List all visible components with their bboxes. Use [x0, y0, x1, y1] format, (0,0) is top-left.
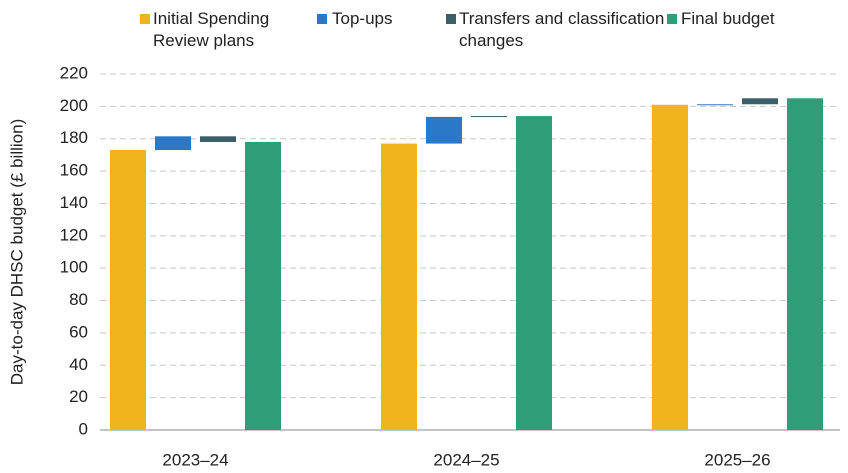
y-tick-label: 20 [69, 387, 88, 406]
bar [697, 104, 733, 106]
y-tick-label: 40 [69, 355, 88, 374]
bar [471, 116, 507, 118]
y-tick-label: 120 [60, 225, 88, 244]
legend-swatch [446, 14, 456, 24]
bar [155, 136, 191, 151]
y-tick-label: 160 [60, 161, 88, 180]
bar [742, 98, 778, 105]
bar [652, 104, 688, 430]
y-tick-label: 220 [60, 63, 88, 82]
bar [426, 116, 462, 144]
x-tick-label: 2024–25 [433, 450, 499, 469]
y-tick-label: 0 [79, 419, 88, 438]
bar [381, 143, 417, 430]
y-tick-label: 200 [60, 96, 88, 115]
y-axis-label: Day-to-day DHSC budget (£ billion) [7, 119, 26, 385]
legend-label: Final budget [681, 9, 775, 28]
legend-label: Transfers and classification changes [459, 9, 665, 50]
y-tick-label: 140 [60, 193, 88, 212]
bar [787, 98, 823, 430]
legend-swatch [667, 14, 677, 24]
legend-swatch [140, 14, 150, 24]
x-tick-label: 2023–24 [162, 450, 228, 469]
y-tick-label: 60 [69, 322, 88, 341]
x-tick-label: 2025–26 [704, 450, 770, 469]
y-tick-label: 180 [60, 128, 88, 147]
bar [200, 136, 236, 142]
legend-label: Top-ups [332, 9, 393, 28]
bar [245, 141, 281, 431]
bar [516, 116, 552, 430]
y-tick-label: 100 [60, 258, 88, 277]
legend-swatch [317, 14, 327, 24]
y-tick-label: 80 [69, 290, 88, 309]
bar [110, 150, 146, 430]
legend-label: Initial Spending Review plans [153, 9, 270, 50]
